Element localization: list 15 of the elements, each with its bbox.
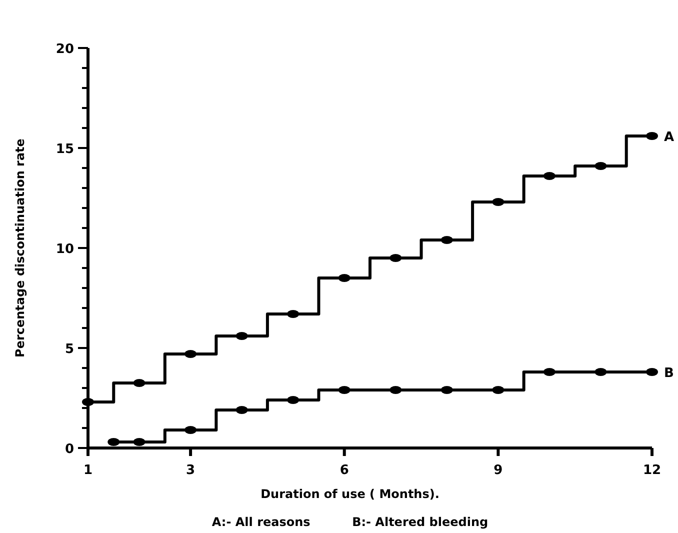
y-tick-label: 5 — [64, 342, 74, 357]
x-tick-label: 3 — [186, 463, 196, 478]
y-tick-label: 15 — [56, 142, 74, 157]
x-tick-label: 12 — [642, 463, 662, 478]
y-tick-label: 20 — [56, 42, 74, 57]
x-axis-title: Duration of use ( Months). — [260, 487, 440, 501]
series-label: A — [664, 130, 674, 145]
y-tick-label: 0 — [64, 442, 74, 457]
x-tick-label: 1 — [83, 463, 93, 478]
x-tick-label: 9 — [494, 463, 503, 478]
y-tick-label: 10 — [56, 242, 74, 257]
series-label: B — [664, 366, 674, 381]
text: A:- All reasons B:- Altered bleeding — [212, 515, 488, 529]
y-axis-title: Percentage discontinuation rate — [13, 138, 27, 358]
x-tick-label: 6 — [340, 463, 349, 478]
